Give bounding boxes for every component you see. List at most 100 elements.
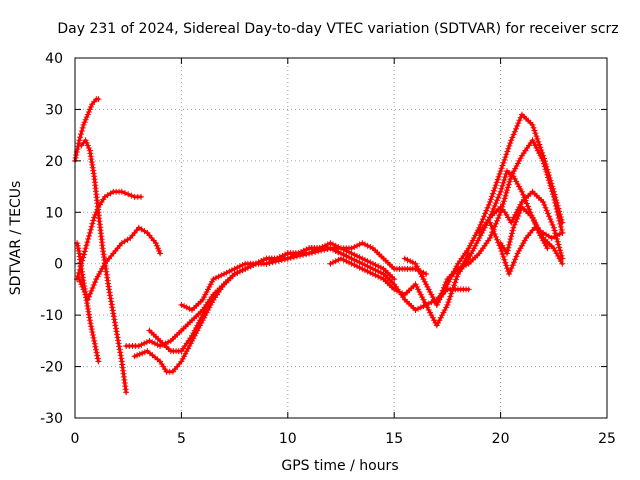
data-point (501, 156, 508, 163)
data-point (138, 193, 144, 200)
data-point (544, 245, 551, 252)
data-point (361, 262, 368, 268)
data-point (503, 151, 510, 158)
data-point (504, 187, 511, 194)
data-point (223, 269, 230, 276)
data-point (300, 251, 306, 258)
data-point (322, 242, 328, 249)
data-point (340, 251, 347, 258)
data-point (489, 225, 496, 232)
data-point (76, 137, 83, 144)
data-point (157, 250, 164, 257)
data-point (446, 296, 453, 303)
data-point (416, 268, 423, 275)
data-point (367, 264, 374, 271)
data-point (504, 250, 510, 257)
data-point (513, 125, 519, 132)
data-point (272, 258, 279, 265)
data-point (547, 182, 554, 189)
data-point (278, 257, 285, 263)
data-point (451, 282, 458, 289)
data-point (453, 276, 460, 283)
data-point (89, 329, 96, 335)
data-point (332, 258, 339, 265)
data-point (114, 331, 120, 338)
data-point (555, 241, 562, 248)
data-point (279, 253, 286, 259)
data-point (509, 134, 516, 141)
data-point (554, 238, 561, 245)
data-point (496, 191, 503, 198)
data-point (485, 201, 492, 208)
data-point (367, 259, 374, 266)
data-point (391, 286, 398, 293)
data-point (88, 223, 95, 230)
data-point (533, 133, 540, 140)
data-point (504, 247, 511, 254)
data-point (512, 165, 519, 172)
x-tick-label: 10 (279, 431, 297, 447)
data-point (78, 128, 85, 134)
tick-layer: 0 5 10 15 20 25 -30 -20 -10 0 10 20 30 40 (40, 51, 616, 447)
data-point (364, 258, 371, 265)
data-point (469, 237, 476, 244)
data-point (269, 259, 276, 266)
data-point (315, 248, 322, 255)
data-point (117, 349, 124, 356)
data-point (493, 179, 500, 186)
data-point (549, 221, 556, 228)
data-point (312, 249, 319, 255)
data-point (499, 251, 506, 257)
data-point (112, 322, 119, 329)
data-point (545, 177, 552, 184)
data-point (551, 233, 558, 240)
data-point (497, 188, 504, 195)
data-point (437, 293, 444, 300)
data-point (543, 242, 549, 249)
data-point (399, 290, 406, 297)
data-point (465, 286, 472, 293)
data-point (429, 294, 436, 301)
data-point (503, 171, 510, 178)
data-point (501, 177, 508, 183)
data-point (234, 269, 241, 276)
data-point (535, 138, 542, 145)
data-point (356, 241, 363, 248)
x-tick-label: 0 (71, 431, 80, 447)
data-point (505, 145, 512, 152)
data-point (343, 258, 350, 265)
data-point (263, 260, 270, 267)
data-point (508, 219, 515, 226)
data-point (404, 256, 411, 263)
data-point (513, 253, 520, 260)
data-point (498, 248, 505, 255)
data-point (427, 289, 434, 295)
data-point (537, 152, 544, 159)
series-arc17 (487, 219, 566, 277)
data-point (125, 191, 132, 198)
data-point (429, 314, 436, 321)
data-point (335, 244, 342, 250)
data-point (94, 273, 101, 280)
data-point (421, 278, 428, 285)
data-point (479, 216, 486, 223)
data-point (84, 239, 91, 246)
y-tick-label: 30 (45, 102, 63, 118)
data-point (431, 317, 438, 324)
data-point (327, 245, 334, 252)
data-point (543, 207, 550, 214)
data-point (335, 249, 342, 256)
data-point (534, 135, 541, 142)
data-point (497, 245, 504, 252)
data-point (327, 240, 334, 247)
data-point (436, 296, 443, 303)
data-point (450, 285, 457, 291)
data-point (553, 205, 560, 212)
data-point (500, 198, 507, 205)
data-point (491, 203, 498, 209)
data-point (556, 244, 563, 251)
data-point (128, 192, 135, 199)
data-point (186, 305, 193, 312)
data-point (134, 352, 141, 359)
data-point (151, 340, 158, 347)
